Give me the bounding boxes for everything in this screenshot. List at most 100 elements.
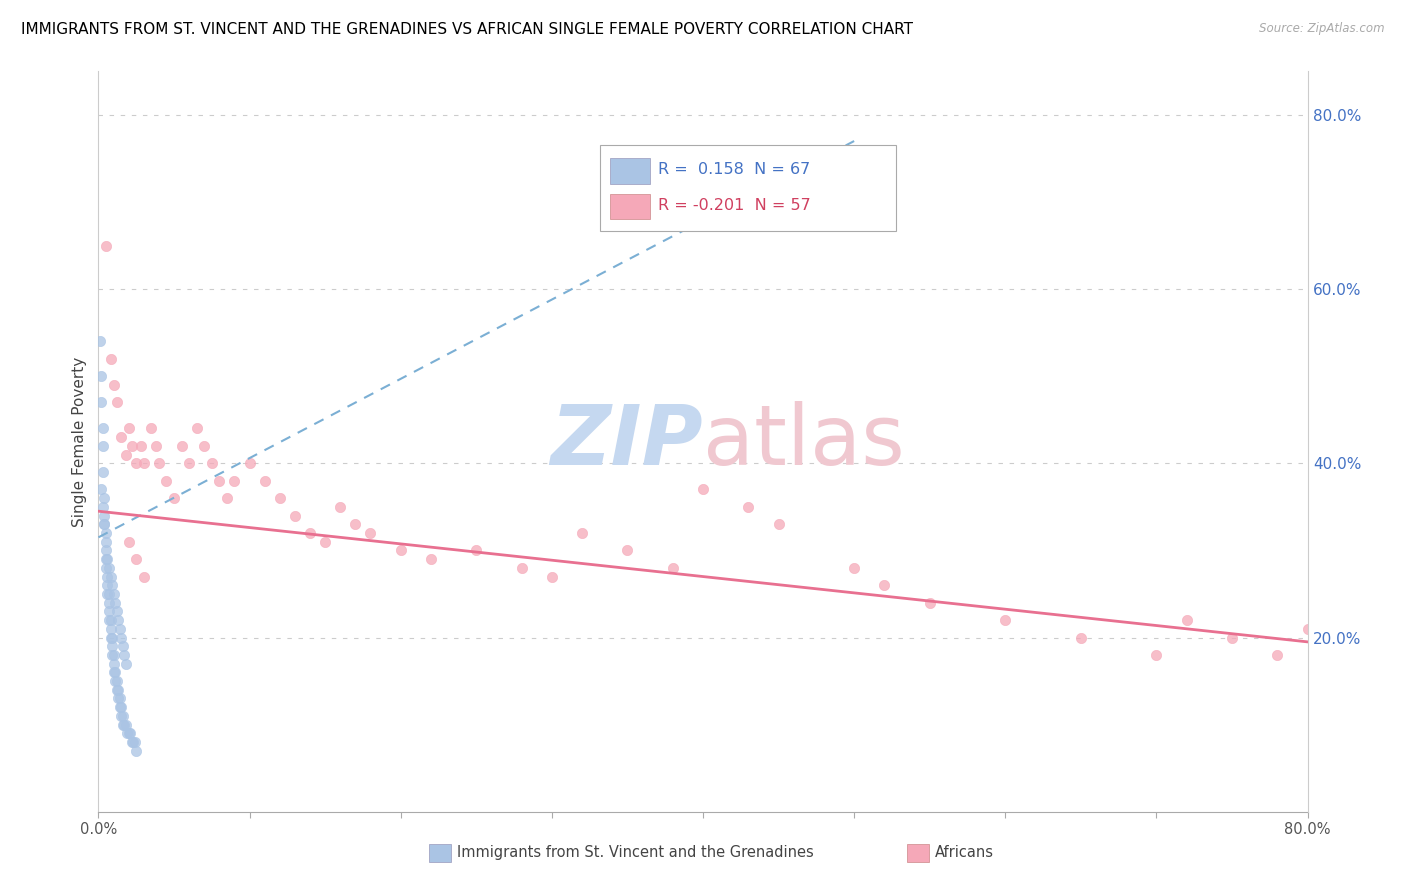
Bar bbox=[610, 194, 650, 219]
Point bbox=[873, 578, 896, 592]
Text: Immigrants from St. Vincent and the Grenadines: Immigrants from St. Vincent and the Gren… bbox=[457, 846, 814, 860]
Point bbox=[103, 665, 125, 680]
Point bbox=[94, 561, 117, 575]
Point bbox=[344, 517, 367, 532]
Point bbox=[94, 526, 117, 541]
Point bbox=[111, 639, 134, 653]
Point bbox=[98, 604, 121, 618]
Point bbox=[253, 474, 276, 488]
Point bbox=[118, 421, 141, 435]
Point bbox=[125, 744, 148, 758]
Point bbox=[540, 569, 562, 583]
Point bbox=[208, 474, 231, 488]
Point bbox=[94, 238, 117, 252]
Point bbox=[193, 439, 215, 453]
Point bbox=[105, 674, 128, 689]
Point bbox=[170, 439, 193, 453]
Point bbox=[114, 717, 136, 731]
Point bbox=[118, 534, 141, 549]
Point bbox=[114, 657, 136, 671]
Point bbox=[1144, 648, 1167, 662]
Point bbox=[661, 561, 683, 575]
Point bbox=[93, 508, 115, 523]
Point bbox=[96, 569, 118, 583]
Point bbox=[94, 534, 117, 549]
Point bbox=[329, 500, 352, 514]
Point bbox=[104, 665, 127, 680]
Point bbox=[100, 622, 122, 636]
Point bbox=[91, 500, 114, 514]
Point bbox=[111, 717, 134, 731]
Point bbox=[93, 517, 115, 532]
Y-axis label: Single Female Poverty: Single Female Poverty bbox=[72, 357, 87, 526]
Point bbox=[93, 517, 115, 532]
Point bbox=[115, 726, 138, 740]
Point bbox=[510, 561, 533, 575]
Point bbox=[768, 517, 790, 532]
Point bbox=[108, 622, 131, 636]
Point bbox=[98, 561, 121, 575]
Point bbox=[239, 456, 262, 470]
Point bbox=[141, 421, 163, 435]
Point bbox=[93, 491, 115, 505]
Point bbox=[105, 682, 128, 697]
Text: Source: ZipAtlas.com: Source: ZipAtlas.com bbox=[1260, 22, 1385, 36]
FancyBboxPatch shape bbox=[600, 145, 897, 230]
Point bbox=[107, 613, 129, 627]
Point bbox=[89, 334, 111, 349]
Text: atlas: atlas bbox=[703, 401, 904, 482]
Point bbox=[112, 717, 135, 731]
Point bbox=[100, 631, 122, 645]
Point bbox=[269, 491, 291, 505]
Point bbox=[148, 456, 170, 470]
Point bbox=[994, 613, 1017, 627]
Point bbox=[96, 587, 118, 601]
Point bbox=[101, 578, 124, 592]
Text: R =  0.158  N = 67: R = 0.158 N = 67 bbox=[658, 162, 810, 178]
Point bbox=[284, 508, 307, 523]
Point bbox=[105, 395, 128, 409]
Point bbox=[96, 578, 118, 592]
Point bbox=[1220, 631, 1243, 645]
Point bbox=[179, 456, 201, 470]
Bar bbox=[610, 158, 650, 184]
Point bbox=[112, 648, 135, 662]
Point bbox=[90, 369, 112, 384]
Point bbox=[104, 596, 127, 610]
Point bbox=[98, 613, 121, 627]
Point bbox=[1267, 648, 1289, 662]
Text: Africans: Africans bbox=[935, 846, 994, 860]
Point bbox=[121, 439, 143, 453]
Point bbox=[465, 543, 488, 558]
Point bbox=[91, 465, 114, 479]
Point bbox=[314, 534, 336, 549]
Point bbox=[91, 439, 114, 453]
Point bbox=[100, 613, 122, 627]
Point bbox=[107, 691, 129, 706]
Point bbox=[94, 552, 117, 566]
Point bbox=[105, 604, 128, 618]
Point bbox=[121, 735, 143, 749]
Point bbox=[224, 474, 246, 488]
Point bbox=[108, 691, 131, 706]
Point bbox=[124, 735, 146, 749]
Point bbox=[110, 709, 132, 723]
Point bbox=[90, 483, 112, 497]
Point bbox=[103, 657, 125, 671]
Point bbox=[616, 543, 638, 558]
Text: R = -0.201  N = 57: R = -0.201 N = 57 bbox=[658, 198, 811, 213]
Point bbox=[103, 648, 125, 662]
Point bbox=[98, 587, 121, 601]
Point bbox=[96, 552, 118, 566]
Point bbox=[118, 726, 141, 740]
Point bbox=[737, 500, 759, 514]
Point bbox=[110, 631, 132, 645]
Point bbox=[420, 552, 443, 566]
Point bbox=[90, 395, 112, 409]
Point bbox=[94, 543, 117, 558]
Point bbox=[163, 491, 186, 505]
Point bbox=[125, 552, 148, 566]
Point bbox=[132, 456, 155, 470]
Point bbox=[1070, 631, 1092, 645]
Point bbox=[114, 448, 136, 462]
